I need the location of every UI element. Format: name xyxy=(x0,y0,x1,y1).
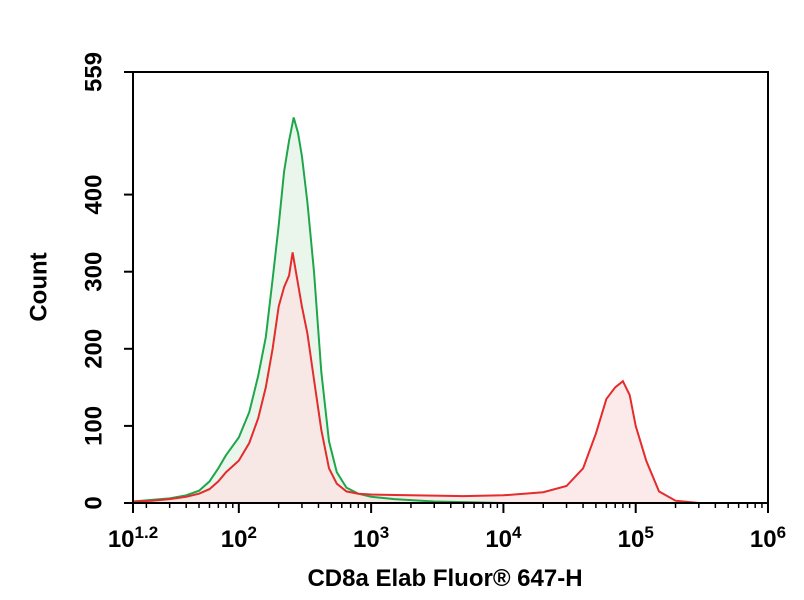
x-tick-label: 101.2 xyxy=(108,523,158,553)
plot-frame xyxy=(132,71,769,504)
y-tick-label: 300 xyxy=(80,252,107,292)
series-2-line xyxy=(133,252,699,504)
y-axis-title: Count xyxy=(25,252,52,321)
x-tick-label: 103 xyxy=(353,523,389,553)
y-tick-label: 200 xyxy=(80,329,107,369)
series-1-line xyxy=(133,117,504,504)
x-tick-label: 104 xyxy=(485,523,522,553)
x-tick-label: 102 xyxy=(221,523,257,553)
x-tick-label: 105 xyxy=(618,523,654,553)
y-tick-label: 400 xyxy=(80,175,107,215)
y-axis-ticks: 0 100 200 300 400 559 xyxy=(80,52,133,510)
series-layer xyxy=(133,117,699,504)
y-tick-label: 559 xyxy=(80,52,107,92)
y-tick-label: 0 xyxy=(80,496,107,509)
x-tick-label: 106 xyxy=(750,523,786,553)
y-tick-label: 100 xyxy=(80,406,107,446)
series-2-area xyxy=(133,252,699,503)
x-axis-ticks: 101.2 102 103 104 105 106 xyxy=(108,503,786,553)
x-axis-title: CD8a Elab Fluor® 647-H xyxy=(307,565,582,592)
